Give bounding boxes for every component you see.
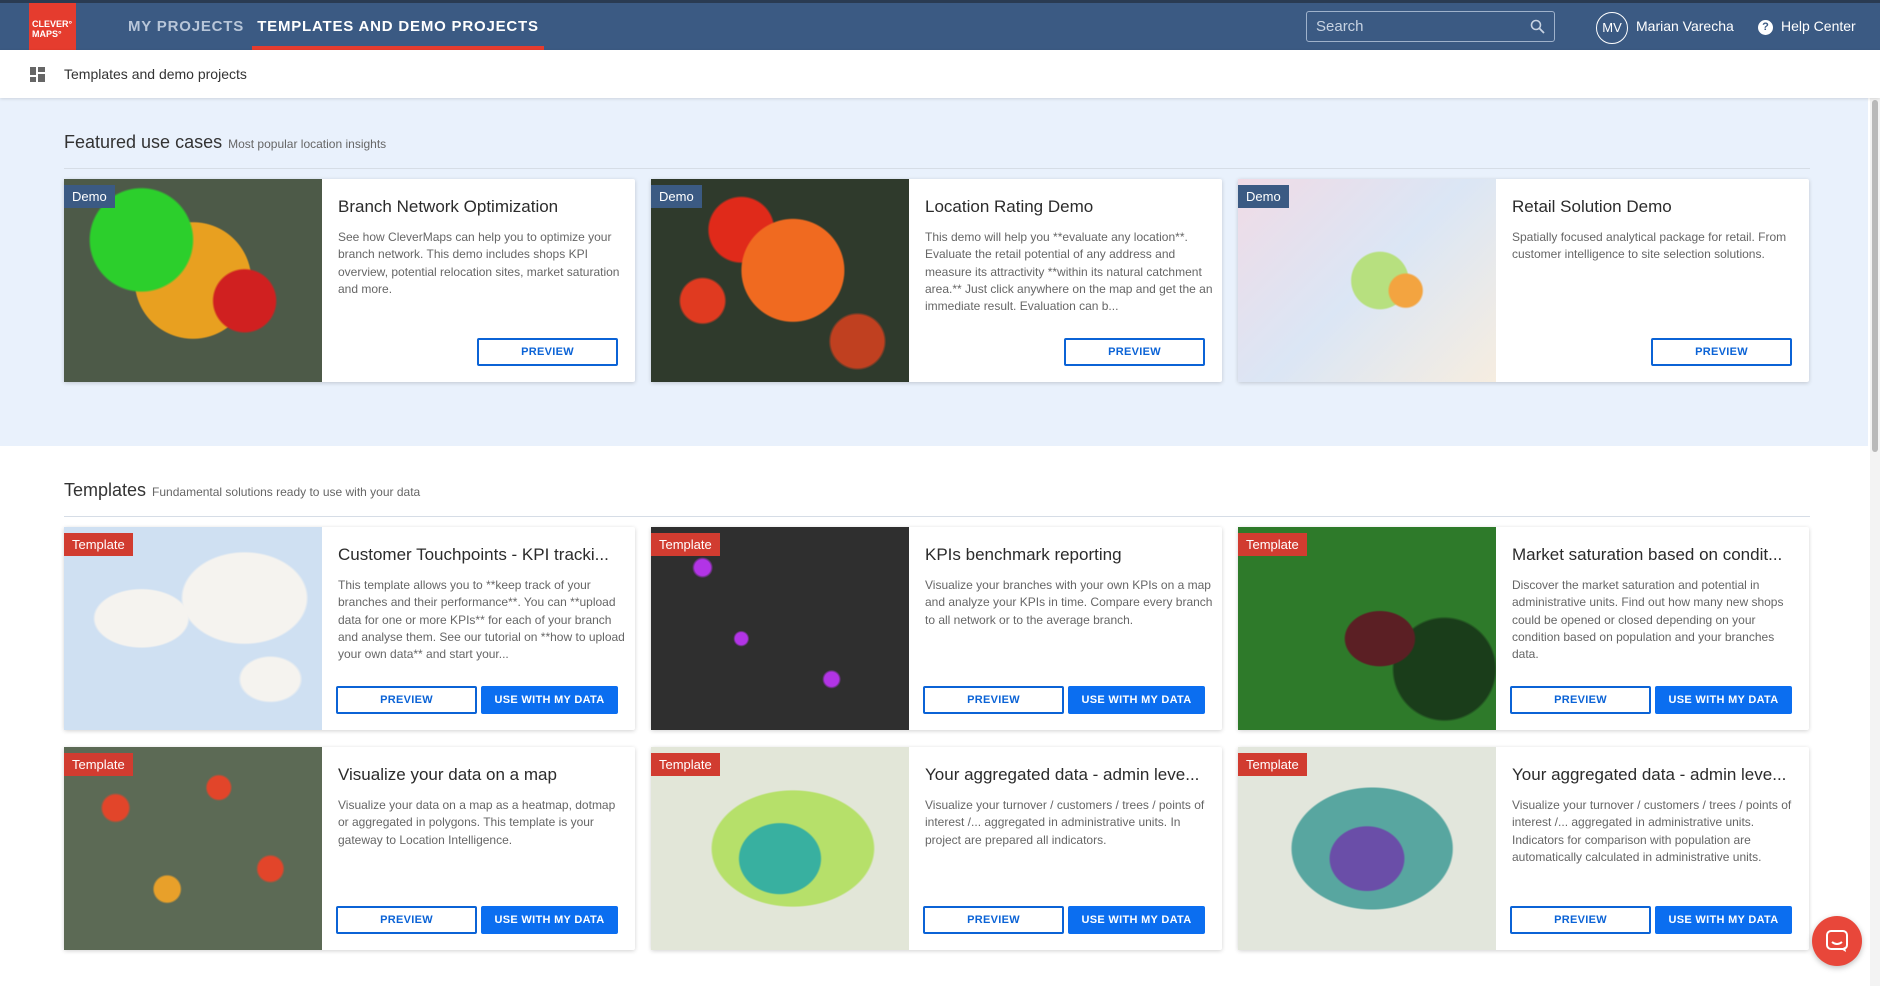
use-data-button[interactable]: USE WITH MY DATA xyxy=(481,686,618,714)
section-title: Featured use cases xyxy=(64,132,223,152)
scrollbar-track xyxy=(1870,98,1880,986)
preview-button[interactable]: PREVIEW xyxy=(923,906,1064,934)
card-grid: Template Customer Touchpoints - KPI track… xyxy=(64,527,1814,950)
project-card: Template Market saturation based on condi… xyxy=(1238,527,1809,730)
nav-tab-active[interactable]: TEMPLATES AND DEMO PROJECTS xyxy=(252,3,544,50)
section-subtitle: Most popular location insights xyxy=(228,137,387,151)
search-box[interactable]: Search xyxy=(1306,11,1555,42)
card-title: Customer Touchpoints - KPI tracki... xyxy=(338,545,609,564)
nav-tab[interactable]: MY PROJECTS xyxy=(128,18,245,35)
project-card: Template Customer Touchpoints - KPI track… xyxy=(64,527,635,730)
card-badge: Template xyxy=(651,533,720,556)
project-card: Demo Location Rating Demo This demo will h… xyxy=(651,179,1222,382)
card-image[interactable]: Template xyxy=(651,747,909,950)
use-data-button[interactable]: USE WITH MY DATA xyxy=(1068,906,1205,934)
card-title: Market saturation based on condit... xyxy=(1512,545,1783,564)
card-title: Retail Solution Demo xyxy=(1512,197,1672,216)
logo[interactable]: CLEVER° MAPS° xyxy=(29,3,76,50)
use-data-button[interactable]: USE WITH MY DATA xyxy=(1068,686,1205,714)
card-description: See how CleverMaps can help you to optim… xyxy=(338,230,620,296)
chat-icon xyxy=(1826,930,1848,952)
section-header: Featured use cases Most popular location … xyxy=(64,132,386,153)
card-badge: Template xyxy=(64,533,133,556)
project-card: Template KPIs benchmark reporting Visualiz… xyxy=(651,527,1222,730)
help-icon[interactable]: ? xyxy=(1758,20,1773,35)
card-badge: Template xyxy=(1238,533,1307,556)
preview-button[interactable]: PREVIEW xyxy=(1064,338,1205,366)
card-badge: Template xyxy=(64,753,133,776)
card-description: Visualize your turnover / customers / tr… xyxy=(1512,798,1792,864)
user-name[interactable]: Marian Varecha xyxy=(1636,18,1734,34)
preview-button[interactable]: PREVIEW xyxy=(923,686,1064,714)
card-title: Your aggregated data - admin leve... xyxy=(925,765,1200,784)
card-image[interactable]: Demo xyxy=(64,179,322,382)
card-description: Spatially focused analytical package for… xyxy=(1512,230,1787,262)
logo-text: MAPS° xyxy=(32,29,62,39)
card-title: Branch Network Optimization xyxy=(338,197,559,216)
card-badge: Demo xyxy=(64,185,115,208)
project-card: Template Your aggregated data - admin lev… xyxy=(1238,747,1809,950)
breadcrumb-bar: Templates and demo projects xyxy=(0,50,1880,98)
card-image[interactable]: Template xyxy=(651,527,909,730)
card-image[interactable]: Demo xyxy=(651,179,909,382)
use-data-button[interactable]: USE WITH MY DATA xyxy=(1655,906,1792,934)
preview-button[interactable]: PREVIEW xyxy=(336,686,477,714)
chat-button[interactable] xyxy=(1812,916,1862,966)
card-image[interactable]: Template xyxy=(1238,527,1496,730)
card-title: Location Rating Demo xyxy=(925,197,1094,216)
card-description: Visualize your turnover / customers / tr… xyxy=(925,798,1205,847)
search-placeholder: Search xyxy=(1316,18,1364,35)
section: Templates Fundamental solutions ready to … xyxy=(0,446,1868,986)
search-icon xyxy=(1530,19,1545,34)
card-badge: Demo xyxy=(651,185,702,208)
card-image[interactable]: Template xyxy=(64,747,322,950)
preview-button[interactable]: PREVIEW xyxy=(336,906,477,934)
use-data-button[interactable]: USE WITH MY DATA xyxy=(481,906,618,934)
section: Featured use cases Most popular location … xyxy=(0,98,1868,446)
section-title: Templates xyxy=(64,480,147,500)
card-badge: Template xyxy=(651,753,720,776)
card-title: Your aggregated data - admin leve... xyxy=(1512,765,1787,784)
card-title: Visualize your data on a map xyxy=(338,765,557,784)
card-image[interactable]: Template xyxy=(64,527,322,730)
card-description: This demo will help you **evaluate any l… xyxy=(925,230,1213,314)
preview-button[interactable]: PREVIEW xyxy=(1510,906,1651,934)
logo-text: CLEVER° xyxy=(32,19,73,29)
section-subtitle: Fundamental solutions ready to use with … xyxy=(152,485,421,499)
card-badge: Demo xyxy=(1238,185,1289,208)
card-description: Visualize your branches with your own KP… xyxy=(925,578,1213,627)
top-bar: CLEVER° MAPS° MY PROJECTS TEMPLATES AND … xyxy=(0,0,1880,50)
user-avatar[interactable]: MV xyxy=(1596,12,1628,44)
card-image[interactable]: Demo xyxy=(1238,179,1496,382)
divider xyxy=(64,168,1810,169)
project-card: Template Your aggregated data - admin lev… xyxy=(651,747,1222,950)
card-description: This template allows you to **keep track… xyxy=(338,578,625,662)
card-grid: Demo Branch Network Optimization See how C… xyxy=(64,179,1814,382)
card-badge: Template xyxy=(1238,753,1307,776)
preview-button[interactable]: PREVIEW xyxy=(1510,686,1651,714)
project-card: Demo Retail Solution Demo Spatially focuse… xyxy=(1238,179,1809,382)
dashboard-icon xyxy=(30,67,45,82)
help-link[interactable]: Help Center xyxy=(1781,18,1856,34)
project-card: Demo Branch Network Optimization See how C… xyxy=(64,179,635,382)
divider xyxy=(64,516,1810,517)
project-card: Template Visualize your data on a map Visu… xyxy=(64,747,635,950)
section-header: Templates Fundamental solutions ready to … xyxy=(64,480,420,501)
card-description: Discover the market saturation and poten… xyxy=(1512,578,1784,662)
scrollbar-thumb[interactable] xyxy=(1872,100,1878,452)
preview-button[interactable]: PREVIEW xyxy=(1651,338,1792,366)
card-description: Visualize your data on a map as a heatma… xyxy=(338,798,616,847)
breadcrumb: Templates and demo projects xyxy=(64,66,247,82)
card-image[interactable]: Template xyxy=(1238,747,1496,950)
use-data-button[interactable]: USE WITH MY DATA xyxy=(1655,686,1792,714)
preview-button[interactable]: PREVIEW xyxy=(477,338,618,366)
card-title: KPIs benchmark reporting xyxy=(925,545,1122,564)
